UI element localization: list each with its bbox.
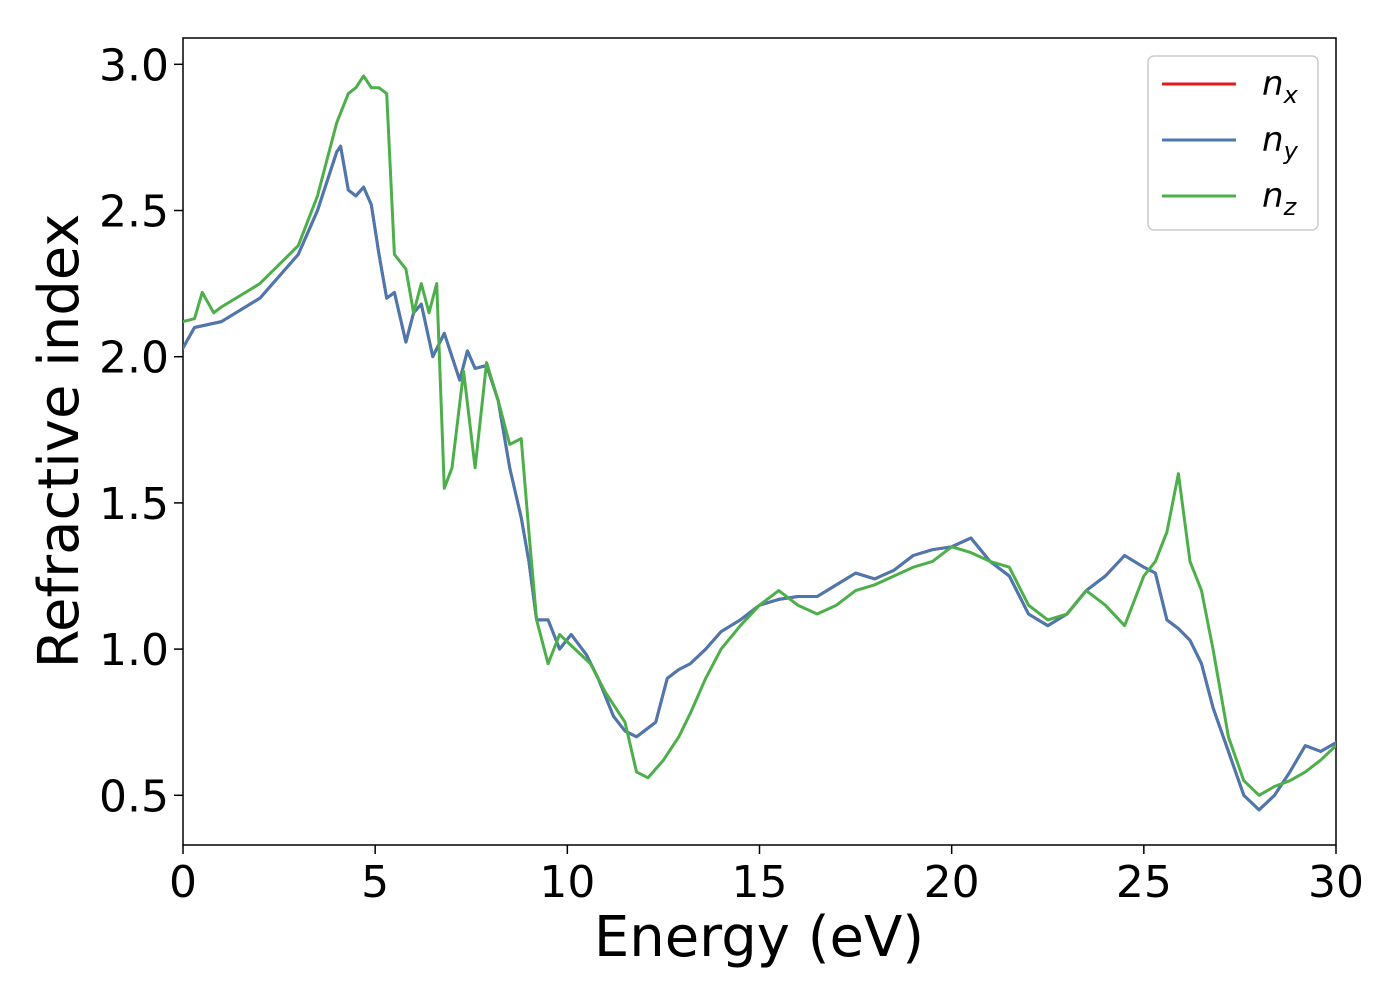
y-tick-label: 3.0 [99,40,169,91]
x-tick-label: 20 [924,857,980,908]
x-tick-label: 30 [1308,857,1364,908]
ticks-layer: 0 5 10 15 20 25 30 0.5 1.0 1.5 2.0 2.5 3.0 [99,40,1364,908]
x-tick-label: 15 [732,857,788,908]
y-tick-label: 0.5 [99,771,169,822]
y-tick-label: 1.0 [99,625,169,676]
x-axis-label: Energy (eV) [594,905,924,970]
legend-label-n-y: ny [1262,120,1299,165]
y-tick-label: 2.5 [99,187,169,238]
x-tick-label: 25 [1116,857,1172,908]
series-line-n-y [183,144,1336,812]
series-line-n-x [183,144,1336,812]
series-layer [183,74,1336,812]
legend-label-n-z: nz [1262,176,1298,221]
x-tick-label: 10 [539,857,595,908]
legend-box [1147,55,1319,231]
x-tick-label: 5 [361,857,389,908]
y-tick-label: 2.0 [99,333,169,384]
series-line-n-z [183,74,1336,797]
x-tick-label: 0 [169,857,197,908]
y-tick-label: 1.5 [99,479,169,530]
legend: nx ny nz [1147,55,1319,231]
legend-label-n-x: nx [1262,64,1299,109]
y-axis-label: Refractive index [27,214,92,669]
